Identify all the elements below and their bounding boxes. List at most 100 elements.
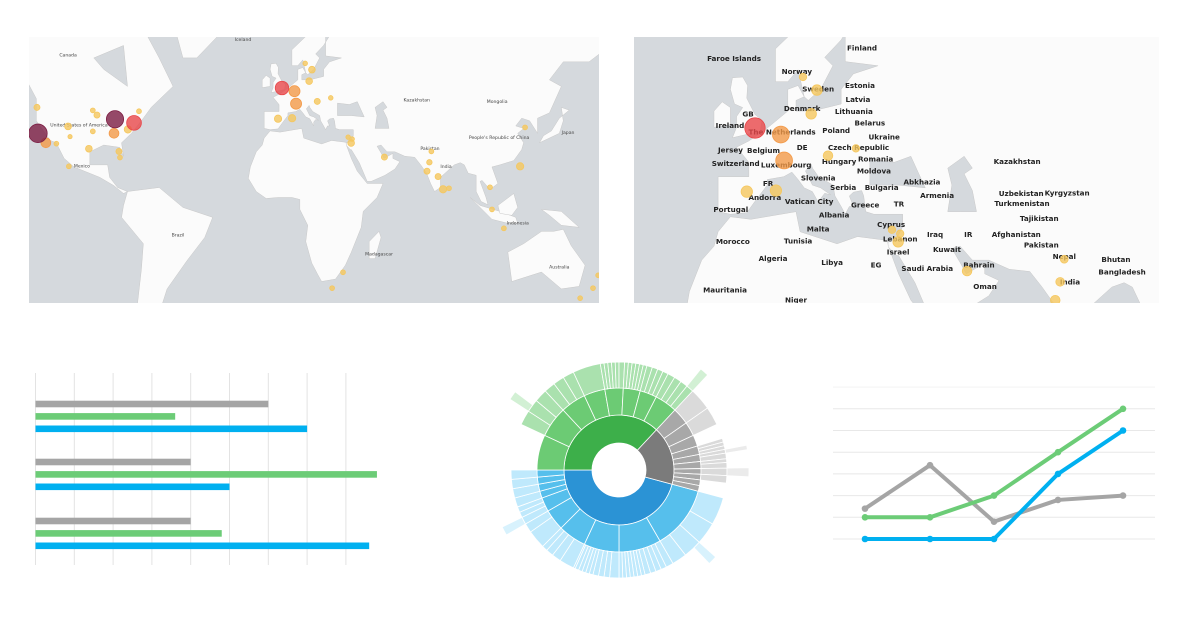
line-chart	[820, 370, 1180, 560]
location-marker[interactable]	[340, 269, 346, 276]
map-label: Malta	[807, 224, 830, 233]
data-point	[990, 492, 998, 499]
map-label: GB	[742, 110, 753, 119]
location-marker[interactable]	[108, 128, 120, 139]
location-marker[interactable]	[428, 148, 435, 155]
location-marker[interactable]	[887, 225, 897, 234]
location-marker[interactable]	[769, 184, 783, 197]
landmass	[263, 37, 599, 206]
location-marker[interactable]	[89, 107, 96, 114]
location-marker[interactable]	[93, 111, 101, 119]
location-marker[interactable]	[851, 144, 861, 153]
landmass	[177, 37, 218, 59]
location-marker[interactable]	[446, 185, 452, 192]
location-marker[interactable]	[487, 184, 493, 191]
location-marker[interactable]	[423, 167, 431, 175]
data-point	[926, 461, 934, 469]
map-label: Vatican City	[785, 197, 834, 206]
location-marker[interactable]	[347, 139, 355, 147]
location-marker[interactable]	[501, 225, 507, 232]
location-marker[interactable]	[822, 150, 834, 161]
location-marker[interactable]	[305, 77, 313, 85]
map-label: Japan	[561, 130, 575, 136]
location-marker[interactable]	[516, 162, 525, 171]
sunburst-segment-level4	[509, 391, 534, 412]
location-marker[interactable]	[426, 159, 433, 166]
location-marker[interactable]	[961, 265, 973, 277]
map-label: Andorra	[748, 193, 781, 202]
data-point	[1119, 427, 1127, 434]
location-marker[interactable]	[1055, 277, 1065, 287]
location-marker[interactable]	[29, 123, 48, 143]
map-label: Moldova	[857, 167, 891, 176]
europe-map[interactable]: Faroe IslandsFinlandNorwaySwedenEstoniaL…	[634, 37, 1159, 303]
location-marker[interactable]	[434, 173, 442, 180]
map-label: Bhutan	[1101, 255, 1130, 264]
map-label: Indonesia	[507, 220, 529, 226]
location-marker[interactable]	[273, 114, 283, 123]
location-marker[interactable]	[136, 108, 142, 115]
location-marker[interactable]	[740, 185, 753, 198]
location-marker[interactable]	[489, 206, 495, 213]
location-marker[interactable]	[772, 125, 790, 144]
location-marker[interactable]	[66, 163, 72, 170]
location-marker[interactable]	[105, 110, 125, 129]
location-marker[interactable]	[115, 147, 123, 155]
map-label: Bulgaria	[865, 183, 899, 192]
location-marker[interactable]	[117, 154, 123, 161]
data-point	[990, 518, 998, 525]
location-marker[interactable]	[805, 108, 817, 120]
map-label: Switzerland	[712, 159, 760, 168]
location-marker[interactable]	[33, 103, 41, 111]
bar	[35, 400, 269, 408]
location-marker[interactable]	[64, 122, 72, 131]
sunburst-segment-level2	[671, 480, 700, 492]
bar	[35, 483, 230, 491]
world-map-panel[interactable]: Canada United States of America Mexico Icel…	[29, 37, 599, 303]
landmass	[713, 101, 731, 128]
location-marker[interactable]	[308, 65, 316, 74]
location-marker[interactable]	[775, 151, 793, 170]
map-label: Uzbekistan	[999, 189, 1044, 198]
location-marker[interactable]	[290, 97, 302, 110]
location-marker[interactable]	[126, 115, 142, 131]
sunburst-chart-svg	[501, 361, 750, 579]
location-marker[interactable]	[302, 60, 308, 67]
sunburst-center	[592, 443, 646, 497]
location-marker[interactable]	[288, 85, 301, 98]
location-marker[interactable]	[67, 134, 73, 140]
map-label: Canada	[59, 53, 77, 59]
location-marker[interactable]	[811, 84, 823, 96]
location-marker[interactable]	[89, 128, 96, 135]
europe-map-panel[interactable]: Faroe IslandsFinlandNorwaySwedenEstoniaL…	[634, 37, 1159, 303]
data-point	[861, 514, 869, 521]
landmass	[687, 211, 914, 303]
location-marker[interactable]	[522, 124, 528, 131]
world-map[interactable]: Canada United States of America Mexico Icel…	[29, 37, 599, 303]
location-marker[interactable]	[288, 114, 297, 123]
location-marker[interactable]	[590, 285, 596, 291]
location-marker[interactable]	[1050, 294, 1061, 303]
location-marker[interactable]	[313, 97, 321, 105]
location-marker[interactable]	[53, 140, 60, 147]
map-label: Pakistan	[1024, 241, 1059, 250]
location-marker[interactable]	[274, 80, 290, 96]
inland-sea	[374, 101, 390, 129]
map-label: Afghanistan	[992, 230, 1041, 239]
location-marker[interactable]	[85, 144, 93, 153]
landmass	[248, 128, 384, 282]
map-label: Albania	[819, 210, 850, 219]
location-marker[interactable]	[329, 285, 335, 291]
sunburst-segment-level4	[686, 368, 709, 392]
location-marker[interactable]	[595, 272, 599, 279]
location-marker[interactable]	[1059, 254, 1069, 264]
map-label: Morocco	[716, 237, 750, 246]
location-marker[interactable]	[380, 153, 388, 161]
location-marker[interactable]	[798, 72, 808, 82]
location-marker[interactable]	[892, 236, 904, 248]
series-line	[865, 407, 1125, 520]
location-marker[interactable]	[744, 117, 766, 139]
location-marker[interactable]	[438, 185, 448, 194]
location-marker[interactable]	[577, 295, 583, 302]
location-marker[interactable]	[328, 95, 334, 101]
